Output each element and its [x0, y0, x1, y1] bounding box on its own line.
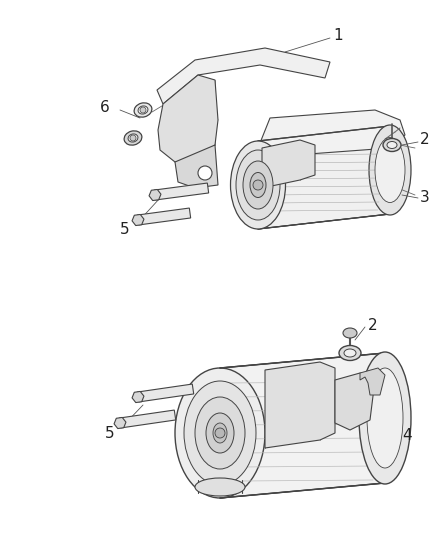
Ellipse shape [128, 134, 138, 142]
Circle shape [253, 180, 263, 190]
Ellipse shape [236, 150, 280, 220]
Ellipse shape [343, 328, 357, 338]
Polygon shape [258, 110, 405, 157]
Ellipse shape [369, 125, 411, 215]
Circle shape [215, 428, 225, 438]
Text: 2: 2 [420, 133, 430, 148]
Polygon shape [137, 384, 194, 402]
Ellipse shape [243, 161, 273, 209]
Ellipse shape [387, 141, 397, 149]
Circle shape [198, 166, 212, 180]
Polygon shape [220, 353, 385, 498]
Text: 6: 6 [100, 101, 110, 116]
Text: 2: 2 [368, 318, 378, 333]
Text: 3: 3 [420, 190, 430, 205]
Ellipse shape [184, 381, 256, 485]
Circle shape [140, 107, 146, 113]
Ellipse shape [195, 397, 245, 469]
Polygon shape [258, 126, 390, 229]
Polygon shape [360, 368, 385, 395]
Ellipse shape [134, 103, 152, 117]
Ellipse shape [230, 141, 286, 229]
Ellipse shape [213, 423, 227, 443]
Polygon shape [132, 391, 144, 402]
Ellipse shape [375, 138, 405, 203]
Ellipse shape [124, 131, 142, 145]
Ellipse shape [206, 413, 234, 453]
Circle shape [130, 135, 136, 141]
Polygon shape [119, 410, 176, 428]
Polygon shape [262, 140, 315, 188]
Text: 5: 5 [105, 425, 115, 440]
Ellipse shape [367, 368, 403, 468]
Ellipse shape [344, 349, 356, 357]
Ellipse shape [250, 173, 266, 198]
Polygon shape [157, 48, 330, 104]
Ellipse shape [195, 478, 245, 496]
Polygon shape [175, 145, 218, 188]
Polygon shape [114, 417, 126, 429]
Ellipse shape [175, 368, 265, 498]
Ellipse shape [138, 106, 148, 114]
Ellipse shape [359, 352, 411, 484]
Text: 4: 4 [402, 427, 412, 442]
Polygon shape [138, 208, 191, 225]
Polygon shape [335, 373, 375, 430]
Ellipse shape [339, 345, 361, 360]
Polygon shape [158, 75, 218, 162]
Text: 5: 5 [120, 222, 130, 238]
Text: 1: 1 [333, 28, 343, 44]
Polygon shape [149, 189, 161, 200]
Polygon shape [132, 214, 144, 225]
Ellipse shape [383, 139, 401, 151]
Polygon shape [265, 362, 335, 448]
Polygon shape [154, 183, 208, 200]
